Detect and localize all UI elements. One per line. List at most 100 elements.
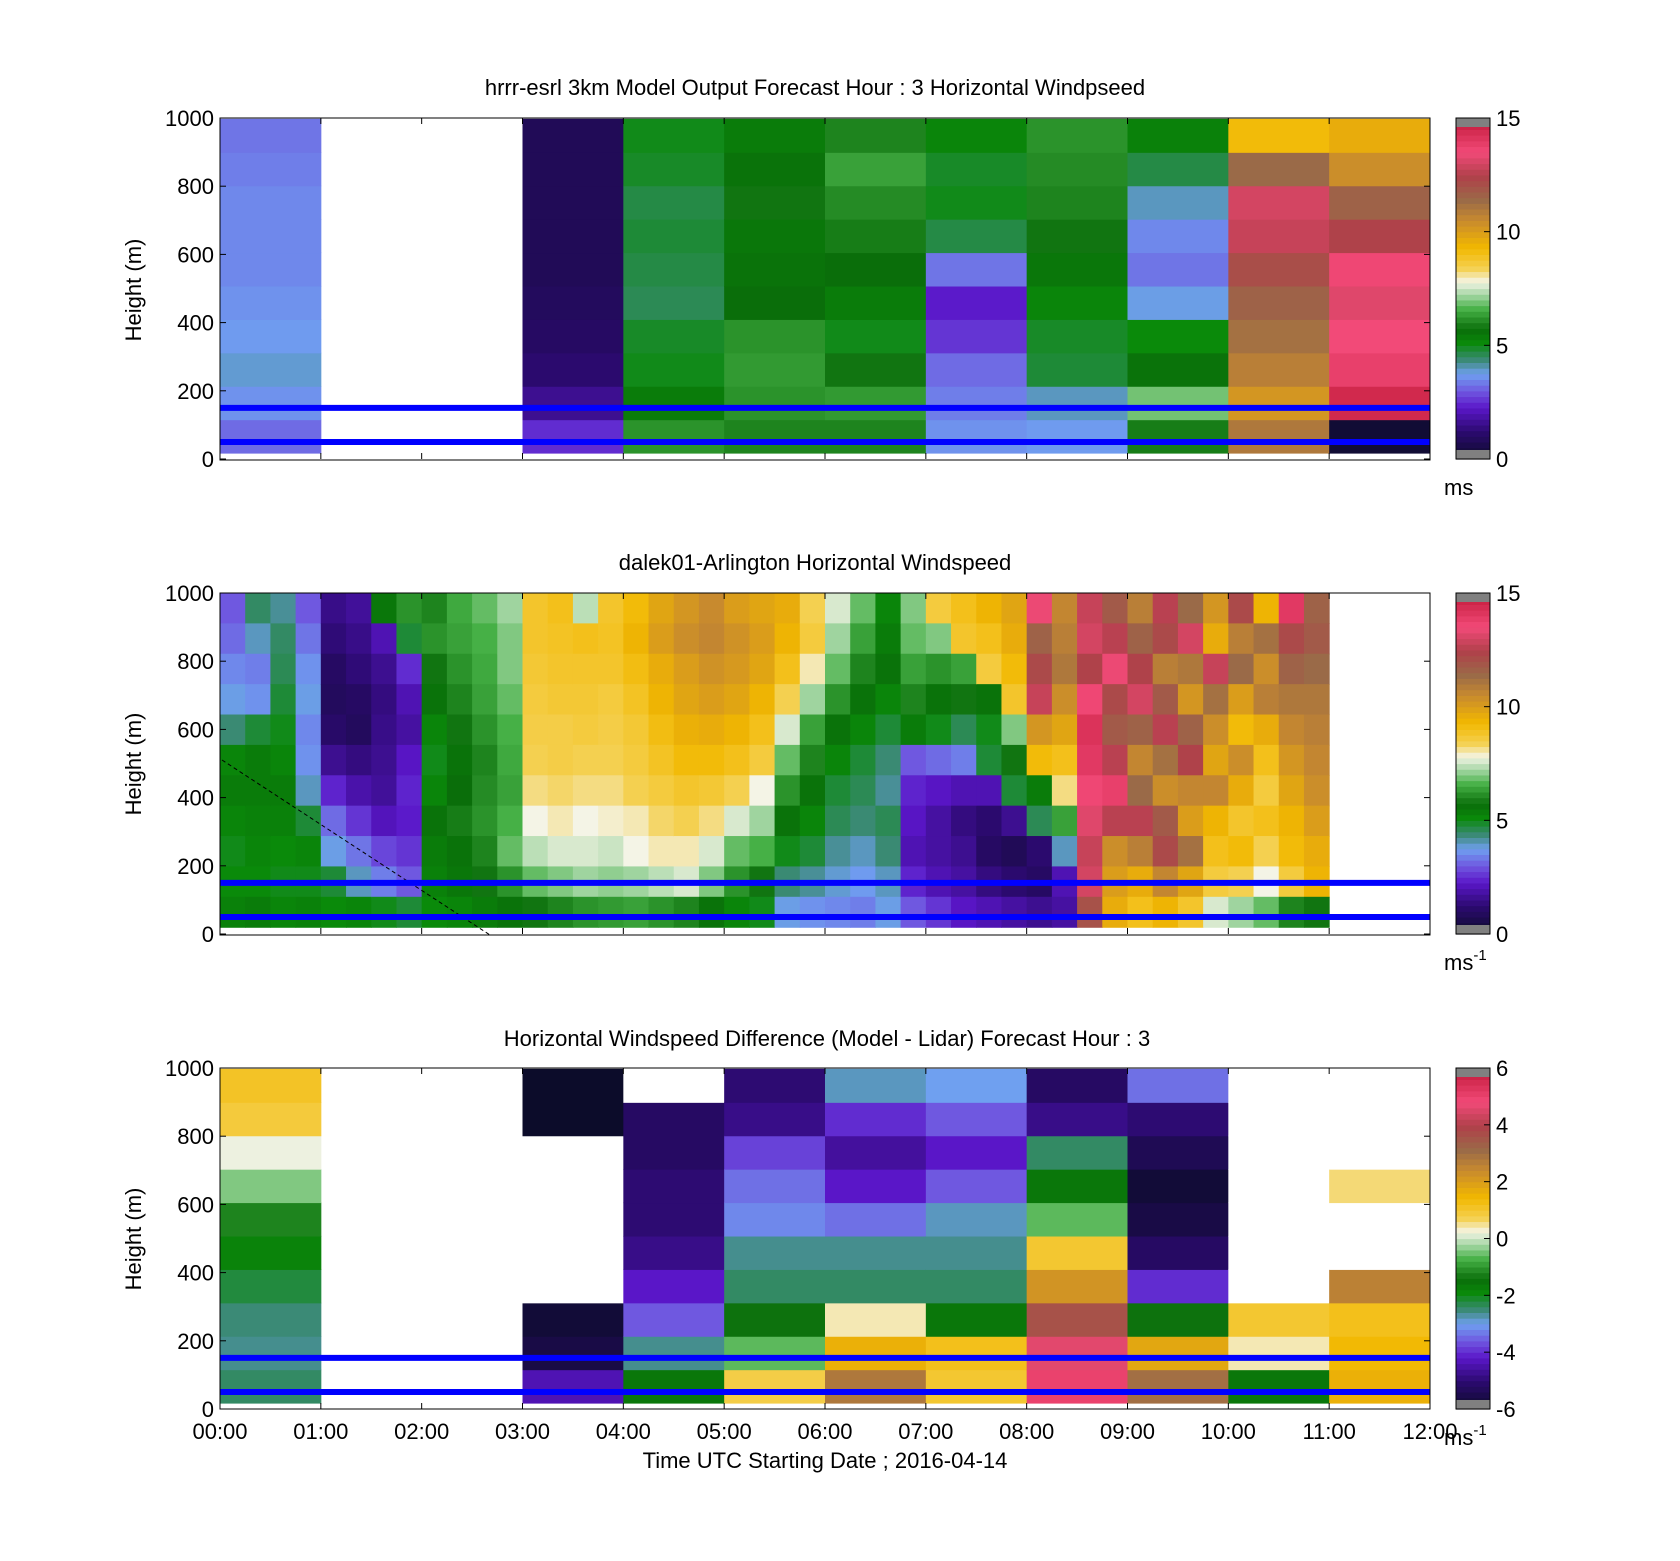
- heatmap-cell: [623, 1068, 725, 1103]
- heatmap-cell: [724, 1336, 826, 1371]
- lidar-cell: [623, 896, 650, 928]
- colorbar-segment: [1456, 368, 1490, 375]
- lidar-cell: [724, 896, 750, 928]
- lidar-cell: [1102, 714, 1128, 746]
- heatmap-cell: [1228, 1102, 1330, 1137]
- lidar-cell: [295, 623, 322, 655]
- lidar-cell: [850, 593, 876, 624]
- x-tick-label: 12:00: [1402, 1419, 1457, 1444]
- colorbar-segment: [1456, 288, 1490, 295]
- colorbar-unit-superscript: -1: [1473, 1422, 1486, 1439]
- heatmap-cell: [1228, 1269, 1330, 1304]
- lidar-cell: [951, 684, 977, 716]
- lidar-cell: [547, 623, 574, 655]
- panel-difference: Horizontal Windspeed Difference (Model -…: [121, 1026, 1516, 1473]
- heatmap-cell: [1329, 319, 1431, 354]
- lidar-cell: [1051, 623, 1078, 655]
- colorbar-segment: [1456, 282, 1490, 290]
- lidar-cell: [371, 623, 397, 655]
- y-tick-label: 0: [202, 1397, 214, 1422]
- lidar-cell: [547, 744, 574, 776]
- colorbar-segment: [1456, 1249, 1490, 1257]
- colorbar-segment: [1456, 1363, 1490, 1370]
- heatmap-cell: [724, 352, 826, 387]
- colorbar-segment: [1456, 820, 1490, 827]
- lidar-cell: [749, 744, 776, 776]
- lidar-cell: [1102, 684, 1128, 716]
- lidar-cell: [320, 653, 347, 685]
- lidar-cell: [1303, 623, 1330, 655]
- colorbar-segment: [1456, 436, 1490, 443]
- lidar-cell: [1077, 836, 1103, 868]
- lidar-cell: [724, 805, 750, 837]
- lidar-cell: [774, 714, 801, 746]
- colorbar-segment: [1456, 402, 1490, 409]
- heatmap-cell: [1329, 219, 1431, 254]
- heatmap-cell: [1127, 152, 1229, 187]
- lidar-cell: [346, 836, 372, 868]
- lidar-cell: [371, 836, 397, 868]
- lidar-cell: [673, 836, 700, 868]
- lidar-cell: [825, 653, 851, 685]
- lidar-cell: [346, 775, 372, 807]
- heatmap-cell: [825, 1269, 927, 1304]
- lidar-cell: [1001, 593, 1028, 624]
- colorbar-segment: [1456, 865, 1490, 873]
- colorbar-segment: [1456, 1238, 1490, 1245]
- heatmap-cell: [522, 285, 624, 320]
- heatmap-cell: [825, 152, 927, 187]
- lidar-cell: [799, 744, 826, 776]
- lidar-cell: [900, 684, 927, 716]
- heatmap-cell: [1127, 1369, 1229, 1404]
- lidar-cell: [396, 623, 423, 655]
- lidar-cell: [825, 744, 851, 776]
- lidar-cell: [598, 684, 624, 716]
- lidar-cell: [900, 623, 927, 655]
- lidar-cell: [1278, 684, 1305, 716]
- lidar-cell: [623, 623, 650, 655]
- lidar-cell: [698, 714, 725, 746]
- heatmap-cell: [1026, 1135, 1128, 1170]
- lidar-cell: [270, 836, 297, 868]
- colorbar-segment: [1456, 774, 1490, 782]
- lidar-cell: [673, 684, 700, 716]
- lidar-cell: [1026, 684, 1053, 716]
- colorbar-segment: [1456, 1306, 1490, 1313]
- heatmap-cell: [1228, 1369, 1330, 1404]
- heatmap-cell: [1228, 386, 1330, 421]
- lidar-cell: [572, 623, 599, 655]
- heatmap-cell: [1127, 1135, 1229, 1170]
- y-tick-label: 600: [177, 1192, 214, 1217]
- heatmap-cell: [724, 185, 826, 220]
- lidar-cell: [900, 593, 927, 624]
- colorbar-segment: [1456, 396, 1490, 403]
- lidar-cell: [925, 623, 952, 655]
- lidar-cell: [850, 744, 876, 776]
- heatmap-cell: [1127, 252, 1229, 287]
- lidar-cell: [698, 653, 725, 685]
- heatmap-cell: [623, 1102, 725, 1137]
- lidar-cell: [648, 896, 675, 928]
- heatmap-cell: [1127, 1269, 1229, 1304]
- lidar-cell: [270, 805, 297, 837]
- lidar-cell: [1152, 653, 1179, 685]
- colorbar-segment: [1456, 1136, 1490, 1143]
- lidar-cell: [1077, 684, 1103, 716]
- panel-model: hrrr-esrl 3km Model Output Forecast Hour…: [121, 75, 1520, 500]
- lidar-cell: [749, 805, 776, 837]
- heatmap-cell: [825, 352, 927, 387]
- lidar-cell: [1127, 714, 1154, 746]
- lidar-cell: [850, 896, 876, 928]
- lidar-cell: [245, 714, 271, 746]
- lidar-cell: [547, 836, 574, 868]
- lidar-cell: [875, 623, 902, 655]
- lidar-cell: [623, 836, 650, 868]
- heatmap-cell: [825, 1302, 927, 1337]
- lidar-cell: [875, 805, 902, 837]
- lidar-cell: [446, 805, 473, 837]
- colorbar-segment: [1456, 837, 1490, 844]
- heatmap-cell: [623, 319, 725, 354]
- colorbar-tick-label: -4: [1496, 1340, 1516, 1365]
- lidar-cell: [1026, 623, 1053, 655]
- colorbar-segment: [1456, 1113, 1490, 1120]
